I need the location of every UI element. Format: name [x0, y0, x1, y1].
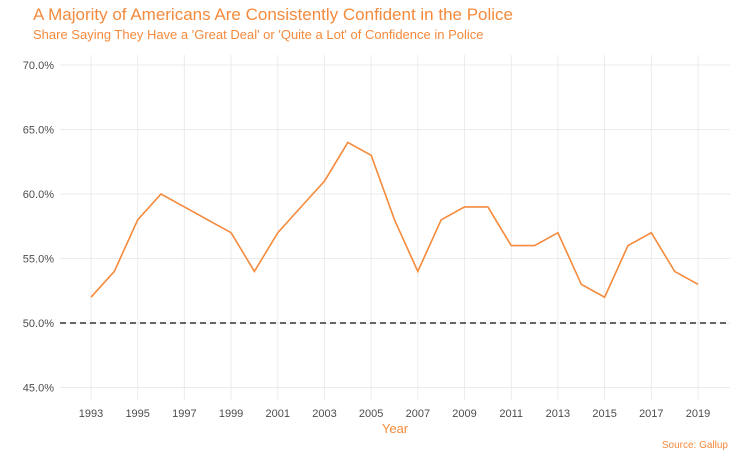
x-tick-label: 1995 [125, 408, 149, 420]
y-tick-label: 50.0% [23, 318, 54, 330]
x-tick-label: 1993 [79, 408, 103, 420]
x-tick-label: 2009 [452, 408, 476, 420]
x-tick-label: 2001 [266, 408, 290, 420]
x-axis-label: Year [382, 421, 409, 436]
x-tick-label: 1999 [219, 408, 243, 420]
x-tick-label: 2017 [639, 408, 663, 420]
x-tick-label: 2019 [686, 408, 710, 420]
source-caption: Source: Gallup [661, 440, 728, 451]
y-tick-label: 70.0% [23, 60, 54, 72]
x-tick-label: 2015 [592, 408, 616, 420]
y-tick-label: 60.0% [23, 189, 54, 201]
y-tick-label: 65.0% [23, 125, 54, 137]
x-tick-label: 1997 [172, 408, 196, 420]
y-tick-label: 55.0% [23, 254, 54, 266]
x-tick-label: 2007 [406, 408, 430, 420]
x-tick-label: 2013 [546, 408, 570, 420]
y-tick-label: 45.0% [23, 383, 54, 395]
x-tick-label: 2005 [359, 408, 383, 420]
x-tick-label: 2003 [312, 408, 336, 420]
chart-title: A Majority of Americans Are Consistently… [33, 5, 514, 24]
chart-subtitle: Share Saying They Have a 'Great Deal' or… [33, 27, 484, 42]
x-tick-label: 2011 [499, 408, 523, 420]
